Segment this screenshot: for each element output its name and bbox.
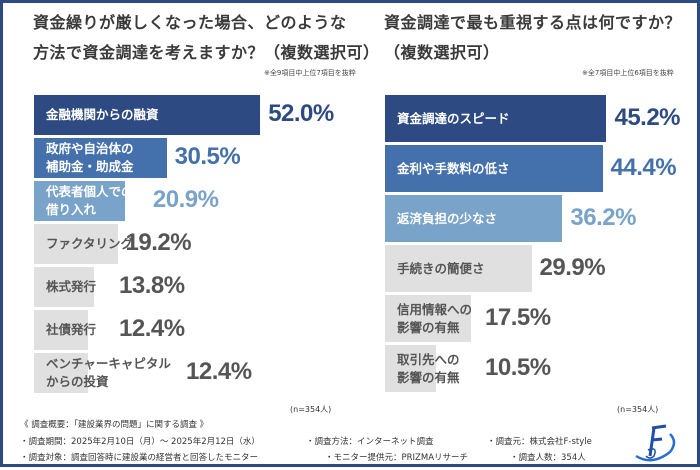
survey-count: ・調査人数：354人 xyxy=(510,453,586,463)
left-bar-6 xyxy=(34,310,88,350)
survey-heading: 《 調査概要：「建設業界の問題」に関する調査 》 xyxy=(20,420,209,430)
left-bar-label-7: ベンチャーキャピタル からの投資 xyxy=(46,356,171,389)
survey-target: ・調査対象：調査回答時に建設業の経営者と回答したモニター xyxy=(20,453,259,463)
left-title-line-1: 資金繰りが厳しくなった場合、どのような xyxy=(33,13,347,32)
left-bar-label-3: 代表者個人での 借り入れ xyxy=(46,184,134,217)
right-bar-label-1: 資金調達のスピード xyxy=(397,110,510,126)
right-value-label-3: 36.2% xyxy=(570,203,636,231)
right-chart-title: 資金調達で最も重視する点は何ですか？ （複数選択可） xyxy=(384,8,681,68)
left-value-label-7: 12.4% xyxy=(186,358,252,385)
left-chart-title: 資金繰りが厳しくなった場合、どのような 方法で資金調達を考えますか？（複数選択可… xyxy=(33,8,380,68)
right-bar-5 xyxy=(385,295,471,342)
right-bar-4 xyxy=(385,245,532,292)
left-bar-label-4: ファクタリング xyxy=(46,236,134,251)
left-sample-size: (n=354人) xyxy=(290,405,332,414)
left-bar-label-5: 株式発行 xyxy=(46,279,97,294)
right-title-line-2: （複数選択可） xyxy=(384,43,500,62)
right-note: ※全7項目中上位6項目を抜粋 xyxy=(582,69,674,77)
left-bar-4 xyxy=(34,224,118,264)
f-style-logo-icon xyxy=(635,424,676,462)
right-title-line-1: 資金調達で最も重視する点は何ですか？ xyxy=(384,13,682,32)
left-bar-label-1: 金融機関からの融資 xyxy=(46,107,159,122)
survey-period: ・調査期間：2025年2月10日（月）～ 2025年2月12日（水） xyxy=(20,437,260,447)
left-value-label-1: 52.0% xyxy=(268,100,334,127)
left-bar-1 xyxy=(34,95,261,135)
left-bar-label-2: 政府や自治体の 補助金・助成金 xyxy=(46,141,134,174)
right-bar-2 xyxy=(385,145,603,192)
right-bar-label-4: 手続きの簡便さ xyxy=(397,260,485,276)
left-bar-label-6: 社債発行 xyxy=(46,322,97,337)
left-title-line-2: 方法で資金調達を考えますか？（複数選択可） xyxy=(33,43,380,62)
right-sample-size: (n=354人) xyxy=(617,405,659,414)
right-bar-label-5: 信用情報への 影響の有無 xyxy=(397,301,473,335)
survey-method: ・調査方法：インターネット調査 xyxy=(306,437,434,447)
left-value-label-5: 13.8% xyxy=(119,272,185,299)
left-value-label-6: 12.4% xyxy=(119,315,185,342)
right-bar-6 xyxy=(385,345,437,392)
survey-provider: ・モニター提供元：PRIZMAリサーチ xyxy=(325,453,469,463)
right-bar-3 xyxy=(385,195,563,242)
survey-source: ・調査元：株式会社F-style xyxy=(487,437,592,447)
right-value-label-1: 45.2% xyxy=(614,103,681,131)
left-value-label-2: 30.5% xyxy=(174,143,241,170)
right-value-label-4: 29.9% xyxy=(539,253,606,281)
right-value-label-6: 10.5% xyxy=(485,353,551,381)
right-value-label-5: 17.5% xyxy=(485,303,551,331)
right-bar-label-6: 取引先への 影響の有無 xyxy=(397,351,460,385)
left-note: ※全9項目中上位7項目を抜粋 xyxy=(264,69,356,77)
left-bar-7 xyxy=(34,353,88,393)
left-value-label-3: 20.9% xyxy=(152,186,219,213)
left-bar-2 xyxy=(34,138,167,178)
left-bar-5 xyxy=(34,267,95,307)
right-bar-1 xyxy=(385,95,607,142)
left-bar-3 xyxy=(34,181,125,221)
right-bar-label-3: 返済負担の少なさ xyxy=(397,210,498,226)
left-value-label-4: 19.2% xyxy=(125,229,192,256)
company-logo xyxy=(632,422,678,466)
right-value-label-2: 44.4% xyxy=(610,153,677,181)
right-bar-label-2: 金利や手数料の低さ xyxy=(397,160,510,176)
